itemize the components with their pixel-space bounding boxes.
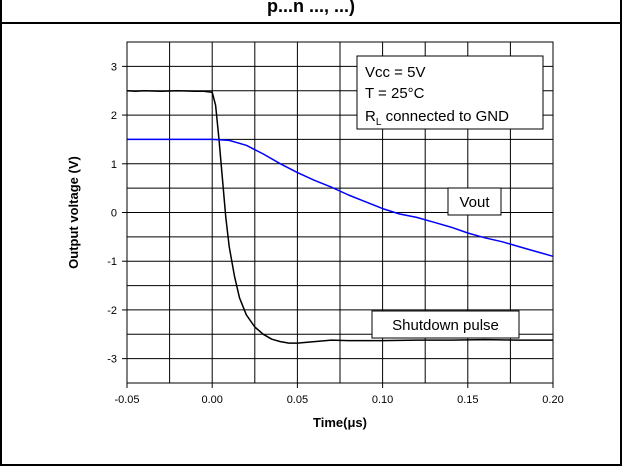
rl-symbol: R <box>365 108 376 125</box>
condition-load: RL connected to GND <box>365 108 509 128</box>
x-tick-label: -0.05 <box>114 394 139 406</box>
y-tick-label: 2 <box>111 110 117 122</box>
x-tick-label: 0.00 <box>201 394 222 406</box>
shutdown-label-box <box>371 310 520 339</box>
chart-series <box>126 89 554 344</box>
x-axis-label: Time(μs) <box>313 415 367 430</box>
y-tick-label: -2 <box>107 305 117 317</box>
rl-connection-text: connected to GND <box>381 108 509 125</box>
header-rule <box>0 22 622 24</box>
chart-tick-labels: -0.05 0.00 0.05 0.10 0.15 0.20 3 2 1 0 -1 -2 -3 <box>107 61 563 406</box>
y-axis-label: Output voltage (V) <box>66 156 81 269</box>
y-tick-label: 0 <box>111 208 117 220</box>
vout-label: Vout <box>459 194 490 211</box>
chart-ticks <box>122 65 554 388</box>
shutdown-label: Shutdown pulse <box>392 317 499 334</box>
shutdown-annotation: Shutdown pulse <box>371 310 520 339</box>
y-tick-label: 1 <box>111 159 117 171</box>
y-tick-label: -1 <box>107 256 117 268</box>
header-title-fragment: p...n ..., ...) <box>267 0 355 16</box>
x-tick-label: 0.20 <box>542 394 563 406</box>
condition-temperature: T = 25°C <box>365 85 425 102</box>
vout-line <box>127 138 554 258</box>
x-tick-label: 0.10 <box>372 394 393 406</box>
shutdown-pulse-line <box>126 89 553 344</box>
conditions-box-border <box>356 55 544 130</box>
vout-annotation: Vout <box>447 187 502 216</box>
condition-vcc: Vcc = 5V <box>365 64 425 81</box>
rl-subscript: L <box>376 117 382 128</box>
y-tick-label: 3 <box>111 61 117 73</box>
x-tick-label: 0.05 <box>287 394 308 406</box>
x-tick-label: 0.15 <box>457 394 478 406</box>
vout-label-box <box>447 187 502 216</box>
y-tick-label: -3 <box>107 354 117 366</box>
conditions-annotation: Vcc = 5V T = 25°C RL connected to GND <box>356 55 544 130</box>
